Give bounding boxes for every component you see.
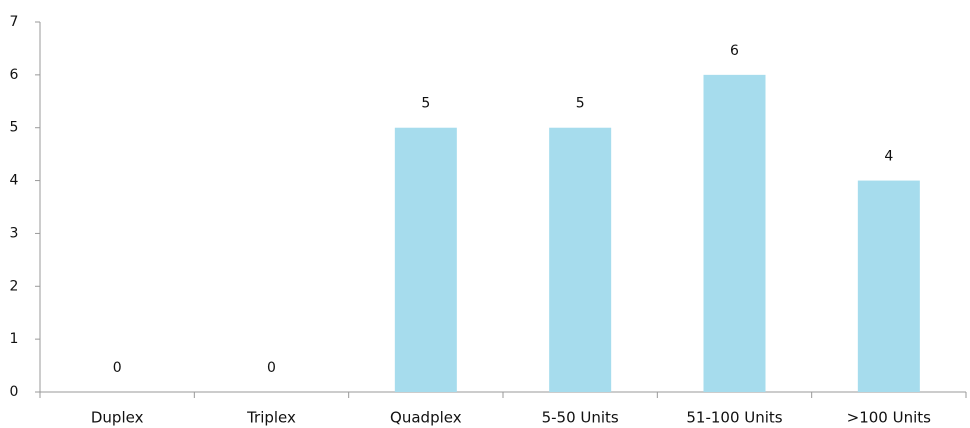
x-tick-label: Quadplex bbox=[390, 409, 462, 427]
bar bbox=[703, 74, 766, 392]
y-tick-label: 3 bbox=[10, 225, 19, 241]
data-label: 0 bbox=[267, 360, 276, 376]
data-label: 5 bbox=[421, 96, 430, 112]
x-tick-label: Triplex bbox=[246, 409, 296, 427]
y-tick-label: 0 bbox=[10, 384, 19, 400]
data-label: 6 bbox=[730, 43, 739, 59]
bar bbox=[857, 180, 920, 392]
data-label: 0 bbox=[113, 360, 122, 376]
data-label: 4 bbox=[884, 149, 893, 165]
y-tick-label: 2 bbox=[10, 278, 19, 294]
bar bbox=[394, 127, 457, 392]
y-tick-label: 6 bbox=[10, 67, 19, 83]
x-tick-label: Duplex bbox=[91, 409, 144, 427]
x-tick-label: 51-100 Units bbox=[686, 409, 782, 427]
y-tick-label: 4 bbox=[10, 173, 19, 189]
bar bbox=[549, 127, 612, 392]
y-tick-label: 1 bbox=[10, 331, 19, 347]
data-label: 5 bbox=[576, 96, 585, 112]
y-tick-label: 5 bbox=[10, 120, 19, 136]
y-tick-label: 7 bbox=[10, 14, 19, 30]
x-tick-label: >100 Units bbox=[847, 409, 932, 427]
x-tick-label: 5-50 Units bbox=[542, 409, 619, 427]
